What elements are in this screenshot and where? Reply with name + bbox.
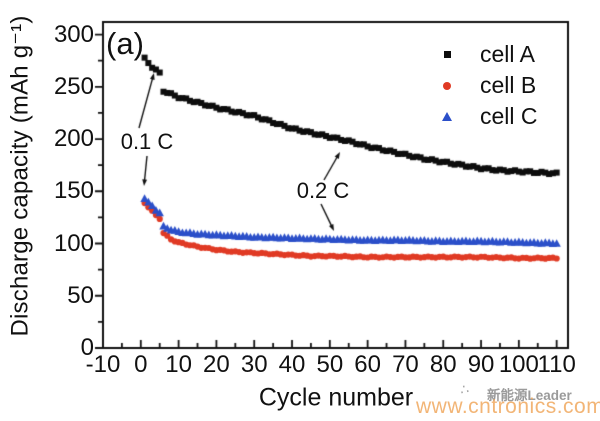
y-axis-title: Discharge capacity (mAh g⁻¹) (6, 15, 34, 337)
legend-item-cell-a: cell A (430, 39, 538, 70)
y-tick-label: 100 (53, 229, 94, 257)
circle-marker-icon (443, 81, 451, 90)
x-tick-label: 30 (240, 351, 268, 378)
x-tick-label: -10 (85, 351, 121, 378)
x-tick-label: 0 (134, 351, 148, 378)
y-tick-label: 250 (53, 72, 94, 100)
legend: cell A cell B cell C (430, 39, 538, 132)
x-tick-label: 80 (429, 351, 457, 378)
x-tick-label: 110 (537, 351, 576, 378)
x-tick-label: 60 (354, 351, 381, 378)
annotation-rate-0-2c: 0.2 C (296, 178, 350, 203)
x-axis-title: Cycle number (258, 383, 414, 412)
legend-label: cell A (480, 41, 535, 67)
x-tick-label: 90 (467, 351, 495, 378)
legend-item-cell-c: cell C (430, 101, 538, 132)
x-tick-label: 10 (165, 351, 192, 378)
watermark-url: www.cntronics.com (416, 395, 600, 418)
legend-label: cell C (480, 103, 538, 129)
x-tick-label: 70 (392, 351, 419, 378)
y-tick-label: 150 (53, 177, 94, 205)
watermark-brand: 新能源Leader (487, 388, 572, 403)
annotation-rate-0-1c: 0.1 C (120, 129, 174, 154)
y-tick-label: 300 (53, 20, 94, 48)
y-tick-label: 200 (53, 125, 94, 153)
x-tick-label: 20 (203, 351, 230, 378)
triangle-marker-icon (442, 112, 452, 121)
legend-label: cell B (480, 72, 537, 98)
x-tick-label: 40 (278, 351, 306, 378)
panel-label: (a) (106, 26, 144, 61)
x-tick-label: 50 (316, 351, 344, 378)
legend-item-cell-b: cell B (430, 70, 538, 101)
x-tick-label: 100 (498, 351, 539, 378)
y-tick-label: 50 (67, 281, 94, 309)
square-marker-icon (443, 51, 451, 58)
y-tick-label: 0 (80, 334, 94, 361)
